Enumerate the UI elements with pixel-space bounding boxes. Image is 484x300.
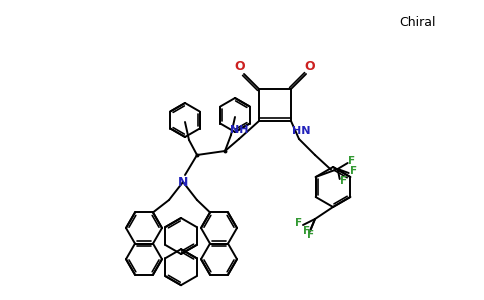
Text: N: N (178, 176, 188, 188)
Text: F: F (303, 226, 311, 236)
Text: F: F (350, 166, 357, 176)
Text: F: F (340, 176, 347, 186)
Text: HN: HN (292, 126, 310, 136)
Text: O: O (305, 61, 315, 74)
Text: Chiral: Chiral (400, 16, 436, 28)
Text: F: F (295, 218, 302, 228)
Text: NH: NH (230, 125, 248, 135)
Text: F: F (307, 230, 315, 240)
Text: O: O (235, 61, 245, 74)
Text: F: F (348, 156, 355, 166)
